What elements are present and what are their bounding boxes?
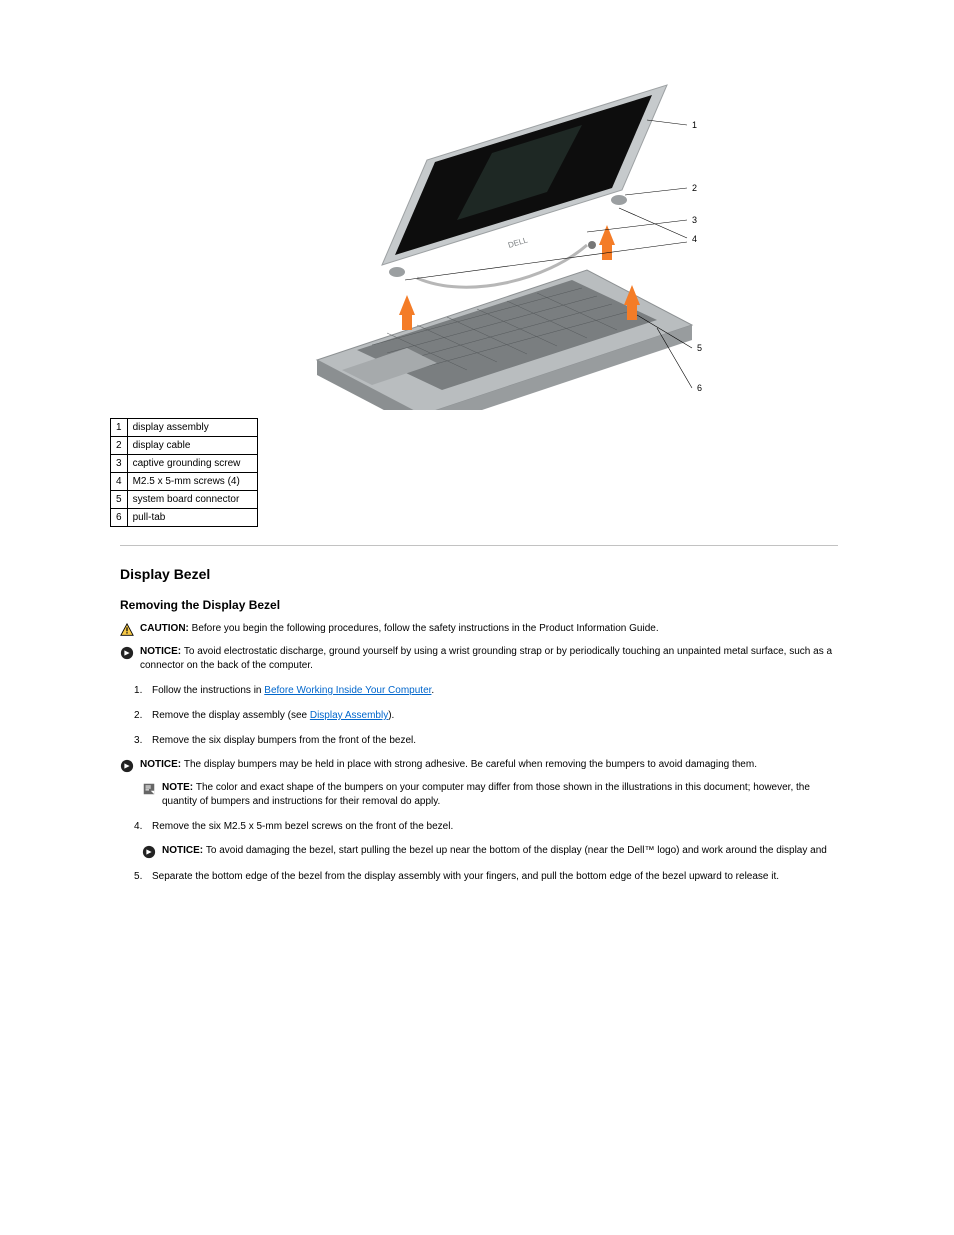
part-label: system board connector [127,491,257,509]
caution-label: CAUTION: [140,623,192,634]
table-row: 4 M2.5 x 5-mm screws (4) [111,473,258,491]
figure-container: DELL [0,0,954,410]
callout-6: 6 [697,383,702,393]
step-1: Follow the instructions in Before Workin… [120,683,838,698]
notice-callout: NOTICE: To avoid electrostatic discharge… [120,645,838,673]
caution-icon [120,623,134,637]
part-num: 4 [111,473,128,491]
table-row: 1 display assembly [111,419,258,437]
part-num: 3 [111,455,128,473]
callout-3: 3 [692,215,697,225]
step-4: Remove the six M2.5 x 5-mm bezel screws … [120,819,838,834]
part-label: display cable [127,437,257,455]
step-2: Remove the display assembly (see Display… [120,708,838,723]
part-label: display assembly [127,419,257,437]
notice-icon [120,646,134,660]
parts-table: 1 display assembly 2 display cable 3 cap… [110,418,258,527]
notice-text: To avoid electrostatic discharge, ground… [140,646,832,671]
part-label: captive grounding screw [127,455,257,473]
svg-text:DELL: DELL [507,235,529,250]
callout-5: 5 [697,343,702,353]
subsection-title: Removing the Display Bezel [120,598,838,612]
part-num: 2 [111,437,128,455]
step-text: ). [388,710,394,721]
note-label: NOTE: [162,782,196,793]
caution-text: Before you begin the following procedure… [192,623,659,634]
table-row: 5 system board connector [111,491,258,509]
note-callout: NOTE: The color and exact shape of the b… [142,781,838,809]
steps-list: Follow the instructions in Before Workin… [120,683,838,748]
callout-2: 2 [692,183,697,193]
notice-icon [120,759,134,773]
notice-label: NOTICE: [140,646,184,657]
steps-list-cont: Remove the six M2.5 x 5-mm bezel screws … [120,819,838,834]
notice-label: NOTICE: [140,759,184,770]
section-title: Display Bezel [120,566,838,582]
notice-icon [142,845,156,859]
link-before-working[interactable]: Before Working Inside Your Computer [264,685,431,696]
callout-1: 1 [692,120,697,130]
notice-callout: NOTICE: The display bumpers may be held … [120,758,838,773]
table-row: 6 pull-tab [111,509,258,527]
step-3: Remove the six display bumpers from the … [120,733,838,748]
caution-callout: CAUTION: Before you begin the following … [120,622,838,637]
table-row: 3 captive grounding screw [111,455,258,473]
notice-callout: NOTICE: To avoid damaging the bezel, sta… [142,844,858,859]
part-num: 6 [111,509,128,527]
link-display-assembly[interactable]: Display Assembly [310,710,388,721]
notice-label: NOTICE: [162,845,206,856]
step-text: Remove the display assembly (see [152,710,310,721]
part-label: M2.5 x 5-mm screws (4) [127,473,257,491]
notice-text: The display bumpers may be held in place… [184,759,757,770]
steps-list-cont2: Separate the bottom edge of the bezel fr… [120,869,838,884]
note-text: The color and exact shape of the bumpers… [162,782,810,807]
notice-text: To avoid damaging the bezel, start pulli… [206,845,827,856]
step-5: Separate the bottom edge of the bezel fr… [120,869,838,884]
part-label: pull-tab [127,509,257,527]
table-row: 2 display cable [111,437,258,455]
part-num: 1 [111,419,128,437]
callout-4: 4 [692,234,697,244]
part-num: 5 [111,491,128,509]
section-divider [120,545,838,546]
display-assembly-diagram: DELL [287,70,707,410]
step-text: . [431,685,434,696]
step-text: Follow the instructions in [152,685,264,696]
note-icon [142,782,156,796]
